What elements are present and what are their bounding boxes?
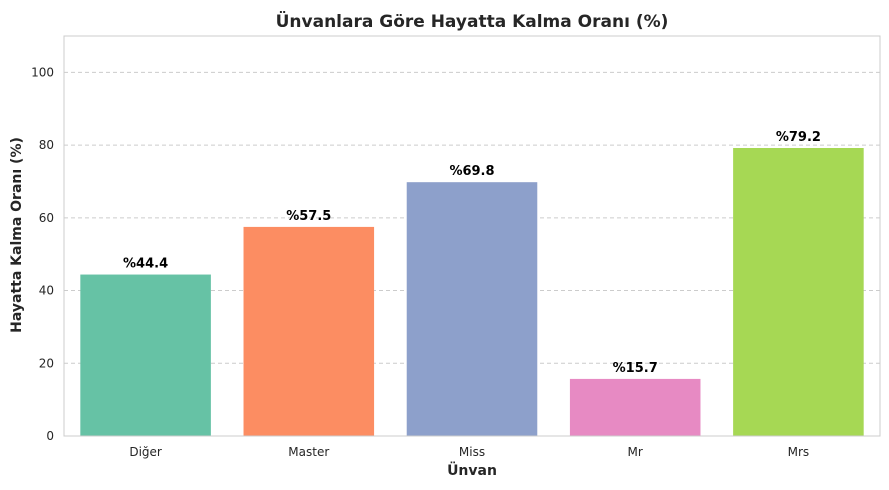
y-tick-label: 80: [39, 138, 54, 152]
y-axis-label: Hayatta Kalma Oranı (%): [9, 137, 25, 333]
bar: [80, 274, 211, 436]
data-labels: %44.4 %57.5 %69.8 %15.7 %79.2: [123, 130, 821, 376]
data-label: %44.4: [123, 257, 168, 272]
chart-title: Ünvanlara Göre Hayatta Kalma Oranı (%): [276, 10, 669, 32]
data-label: %79.2: [776, 130, 821, 145]
y-tick-label: 60: [39, 211, 54, 225]
data-label: %15.7: [613, 361, 658, 376]
y-tick-label: 100: [31, 65, 54, 79]
bar: [243, 226, 375, 436]
y-tick-label: 0: [46, 429, 54, 443]
x-tick-label: Miss: [459, 445, 485, 459]
plot-frame: [63, 35, 881, 437]
x-axis-label: Ünvan: [447, 461, 497, 479]
y-tick-labels: 0 20 40 60 80 100: [31, 65, 54, 443]
bar: [569, 378, 701, 436]
bars: [80, 148, 864, 436]
data-label: %57.5: [286, 209, 331, 224]
x-tick-labels: Diğer Master Miss Mr Mrs: [129, 445, 809, 459]
x-tick-label: Mr: [628, 445, 643, 459]
x-tick-label: Master: [288, 445, 329, 459]
y-tick-label: 40: [39, 284, 54, 298]
data-label: %69.8: [449, 164, 494, 179]
x-tick-label: Mrs: [788, 445, 810, 459]
bar: [733, 148, 864, 436]
bar: [406, 182, 538, 436]
x-tick-label: Diğer: [129, 445, 162, 459]
y-tick-label: 20: [39, 356, 54, 370]
